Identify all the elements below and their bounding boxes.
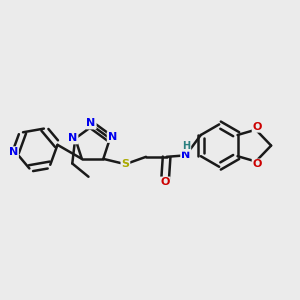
Text: N: N (108, 132, 117, 142)
Text: N: N (9, 147, 18, 157)
Text: O: O (160, 177, 170, 188)
Text: O: O (253, 159, 262, 170)
Text: O: O (253, 122, 262, 132)
Text: H: H (182, 141, 190, 151)
Text: S: S (122, 159, 129, 169)
Text: N: N (68, 134, 77, 143)
Text: N: N (181, 150, 190, 160)
Text: N: N (86, 118, 96, 128)
